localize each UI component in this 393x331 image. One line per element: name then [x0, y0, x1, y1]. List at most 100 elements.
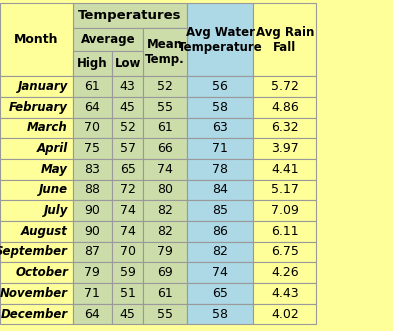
Bar: [0, 76, 73, 97]
Bar: [112, 262, 143, 283]
Text: 4.02: 4.02: [271, 307, 299, 320]
Bar: [73, 262, 112, 283]
Bar: [187, 221, 253, 242]
Bar: [112, 283, 143, 304]
Text: 88: 88: [84, 183, 100, 196]
Text: Temperatures: Temperatures: [78, 9, 182, 22]
Bar: [0, 138, 73, 159]
Text: July: July: [44, 204, 68, 217]
Text: 58: 58: [212, 101, 228, 114]
Bar: [187, 159, 253, 179]
Text: Month: Month: [14, 33, 59, 46]
Bar: [187, 283, 253, 304]
Bar: [143, 304, 187, 324]
Bar: [253, 118, 316, 138]
Text: 79: 79: [84, 266, 100, 279]
Text: 74: 74: [120, 204, 136, 217]
Bar: [0, 97, 73, 118]
Text: 45: 45: [120, 307, 136, 320]
Bar: [187, 179, 253, 200]
Bar: [0, 262, 73, 283]
Bar: [187, 97, 253, 118]
Bar: [143, 221, 187, 242]
Text: 3.97: 3.97: [271, 142, 299, 155]
Bar: [73, 76, 112, 97]
Text: 57: 57: [120, 142, 136, 155]
Bar: [143, 76, 187, 97]
Text: 45: 45: [120, 101, 136, 114]
Text: 7.09: 7.09: [271, 204, 299, 217]
Bar: [187, 118, 253, 138]
Bar: [187, 138, 253, 159]
Bar: [0, 221, 73, 242]
Text: 82: 82: [157, 225, 173, 238]
Bar: [112, 138, 143, 159]
Text: 82: 82: [157, 204, 173, 217]
Text: 74: 74: [157, 163, 173, 176]
Bar: [253, 76, 316, 97]
Text: 65: 65: [212, 287, 228, 300]
Text: 82: 82: [212, 246, 228, 259]
Bar: [143, 242, 187, 262]
Bar: [0, 118, 73, 138]
Bar: [143, 97, 187, 118]
Text: Avg Rain
Fall: Avg Rain Fall: [256, 26, 314, 54]
Text: 84: 84: [212, 183, 228, 196]
Text: 65: 65: [120, 163, 136, 176]
Text: January: January: [18, 80, 68, 93]
Text: 61: 61: [157, 121, 173, 134]
Bar: [73, 138, 112, 159]
Bar: [112, 242, 143, 262]
Text: April: April: [37, 142, 68, 155]
Bar: [187, 262, 253, 283]
Bar: [253, 159, 316, 179]
Bar: [73, 118, 112, 138]
Bar: [0, 3, 73, 76]
Text: 59: 59: [120, 266, 136, 279]
Text: 52: 52: [157, 80, 173, 93]
Text: 4.26: 4.26: [271, 266, 299, 279]
Text: Low: Low: [114, 57, 141, 70]
Text: November: November: [0, 287, 68, 300]
Bar: [143, 283, 187, 304]
Bar: [73, 242, 112, 262]
Text: Average: Average: [81, 33, 135, 46]
Bar: [253, 138, 316, 159]
Bar: [253, 179, 316, 200]
Bar: [253, 97, 316, 118]
Bar: [143, 28, 187, 76]
Text: 86: 86: [212, 225, 228, 238]
Bar: [187, 3, 253, 76]
Bar: [187, 304, 253, 324]
Bar: [112, 159, 143, 179]
Text: 61: 61: [157, 287, 173, 300]
Text: 58: 58: [212, 307, 228, 320]
Text: 6.11: 6.11: [271, 225, 299, 238]
Text: 55: 55: [157, 101, 173, 114]
Text: May: May: [41, 163, 68, 176]
Bar: [143, 179, 187, 200]
Bar: [73, 200, 112, 221]
Bar: [0, 283, 73, 304]
Text: 80: 80: [157, 183, 173, 196]
Text: 70: 70: [120, 246, 136, 259]
Bar: [143, 28, 187, 51]
Bar: [0, 304, 73, 324]
Text: 4.41: 4.41: [271, 163, 299, 176]
Bar: [253, 221, 316, 242]
Text: 61: 61: [84, 80, 100, 93]
Bar: [73, 304, 112, 324]
Text: 71: 71: [212, 142, 228, 155]
Bar: [187, 76, 253, 97]
Bar: [112, 200, 143, 221]
Bar: [0, 179, 73, 200]
Bar: [73, 283, 112, 304]
Text: 64: 64: [84, 101, 100, 114]
Text: March: March: [27, 121, 68, 134]
Text: 52: 52: [120, 121, 136, 134]
Bar: [112, 118, 143, 138]
Text: August: August: [21, 225, 68, 238]
Bar: [73, 97, 112, 118]
Bar: [143, 138, 187, 159]
Text: 85: 85: [212, 204, 228, 217]
